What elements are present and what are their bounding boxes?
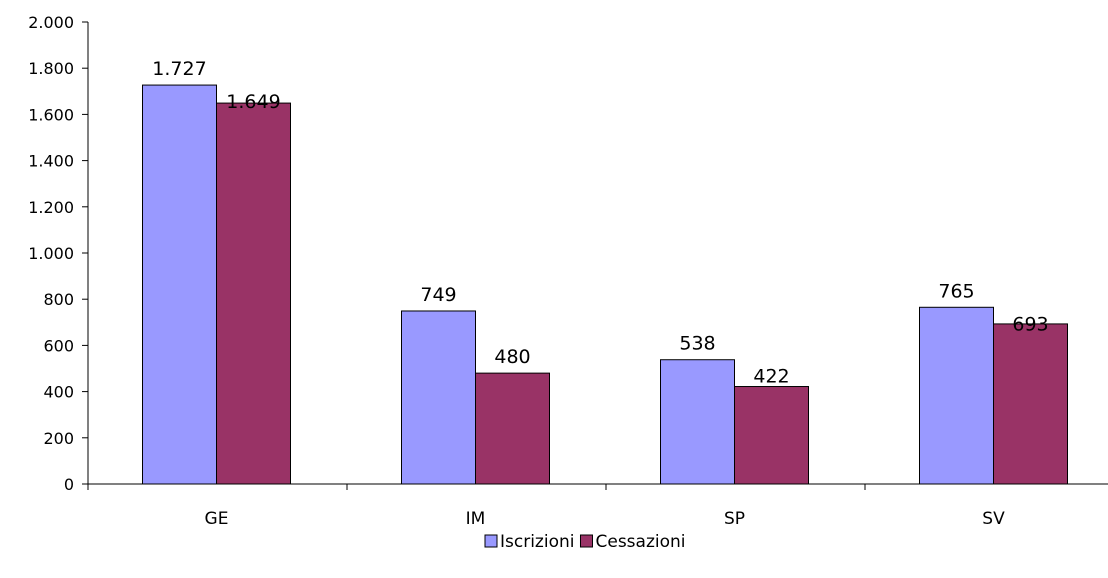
axes: 0 200 400 600 800 1.000 1.200 1.400 1.600 1.800 2.… [28, 13, 1108, 529]
bar-cessazioni-sp [734, 386, 809, 485]
y-tick-label: 1.200 [28, 198, 74, 217]
x-tick-label: GE [205, 509, 229, 529]
bar-iscrizioni-sp [660, 359, 735, 485]
data-label: 749 [420, 284, 456, 306]
x-tick-label: SV [982, 509, 1005, 529]
data-label: 693 [1012, 313, 1048, 335]
data-labels: 1.727 1.649 749 480 538 422 765 693 [152, 58, 1048, 388]
y-tick-label: 1.400 [28, 152, 74, 171]
bar-iscrizioni-sv [919, 306, 994, 485]
y-tick-label: 200 [43, 429, 74, 448]
legend-swatch [484, 534, 498, 548]
y-tick-label: 2.000 [28, 13, 74, 32]
y-tick-label: 600 [43, 336, 74, 355]
legend-label: Iscrizioni [500, 532, 574, 552]
bar-iscrizioni-ge [142, 84, 217, 485]
legend-label: Cessazioni [595, 532, 685, 552]
bar-cessazioni-im [475, 372, 550, 485]
data-label: 422 [753, 366, 789, 388]
legend-swatch [579, 534, 593, 548]
y-tick-label: 400 [43, 383, 74, 402]
legend: Iscrizioni Cessazioni [484, 532, 686, 552]
bar-cessazioni-ge [216, 102, 291, 485]
y-tick-label: 1.800 [28, 59, 74, 78]
data-label: 538 [679, 333, 715, 355]
bars [142, 84, 1068, 485]
x-tick-label: SP [724, 509, 745, 529]
legend-item-iscrizioni: Iscrizioni [484, 532, 574, 552]
legend-item-cessazioni: Cessazioni [579, 532, 686, 552]
y-tick-label: 1.000 [28, 244, 74, 263]
data-label: 480 [494, 346, 530, 368]
y-tick-label: 1.600 [28, 105, 74, 124]
data-label: 1.649 [226, 91, 280, 113]
data-label: 765 [938, 280, 974, 302]
y-tick-label: 0 [64, 475, 74, 494]
bar-iscrizioni-im [401, 310, 476, 485]
y-tick-label: 800 [43, 290, 74, 309]
x-tick-label: IM [466, 509, 486, 529]
data-label: 1.727 [152, 58, 206, 80]
bar-cessazioni-sv [993, 323, 1068, 485]
